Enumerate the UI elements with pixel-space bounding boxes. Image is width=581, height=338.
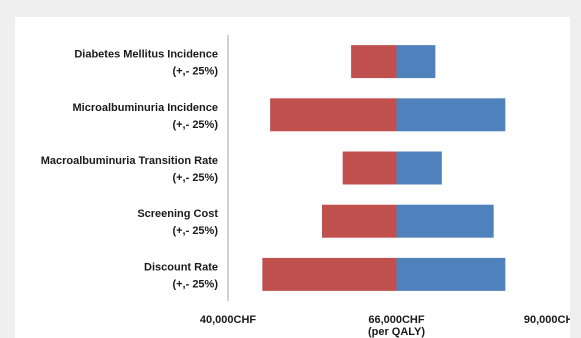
bar-high-2 — [396, 151, 442, 185]
category-label-0-line-1: (+,- 25%) — [172, 66, 218, 78]
bar-low-4 — [262, 257, 397, 291]
category-label-2-line-1: (+,- 25%) — [172, 172, 218, 184]
category-label-4-line-1: (+,- 25%) — [172, 278, 218, 290]
bar-low-0 — [351, 45, 397, 79]
bars-group — [262, 45, 506, 291]
x-tick-label-1: 66,000CHF — [368, 314, 425, 326]
category-label-4-line-0: Discount Rate — [144, 261, 218, 273]
category-label-1-line-1: (+,- 25%) — [172, 119, 218, 131]
category-label-3-line-1: (+,- 25%) — [172, 225, 218, 237]
category-label-1-line-0: Microalbuminuria Incidence — [73, 102, 218, 114]
tornado-chart: Diabetes Mellitus Incidence (+,- 25%) Micr… — [41, 35, 570, 338]
category-labels-group: Diabetes Mellitus Incidence (+,- 25%) Micr… — [41, 49, 219, 291]
x-axis-label: (per QALY) — [368, 326, 425, 338]
bar-high-0 — [396, 45, 436, 79]
tick-labels-group: 40,000CHF 66,000CHF 90,000CHF — [200, 314, 570, 326]
x-tick-label-0: 40,000CHF — [200, 314, 257, 326]
chart-frame: Diabetes Mellitus Incidence (+,- 25%) Micr… — [15, 17, 570, 338]
bar-high-4 — [396, 257, 506, 291]
bar-high-3 — [396, 204, 494, 238]
bar-high-1 — [396, 98, 506, 132]
bar-low-1 — [270, 98, 397, 132]
x-tick-label-2: 90,000CHF — [524, 314, 570, 326]
category-label-0-line-0: Diabetes Mellitus Incidence — [74, 49, 218, 61]
bar-low-2 — [342, 151, 397, 185]
bar-low-3 — [321, 204, 397, 238]
category-label-3-line-0: Screening Cost — [137, 208, 218, 220]
category-label-2-line-0: Macroalbuminuria Transition Rate — [41, 155, 218, 167]
